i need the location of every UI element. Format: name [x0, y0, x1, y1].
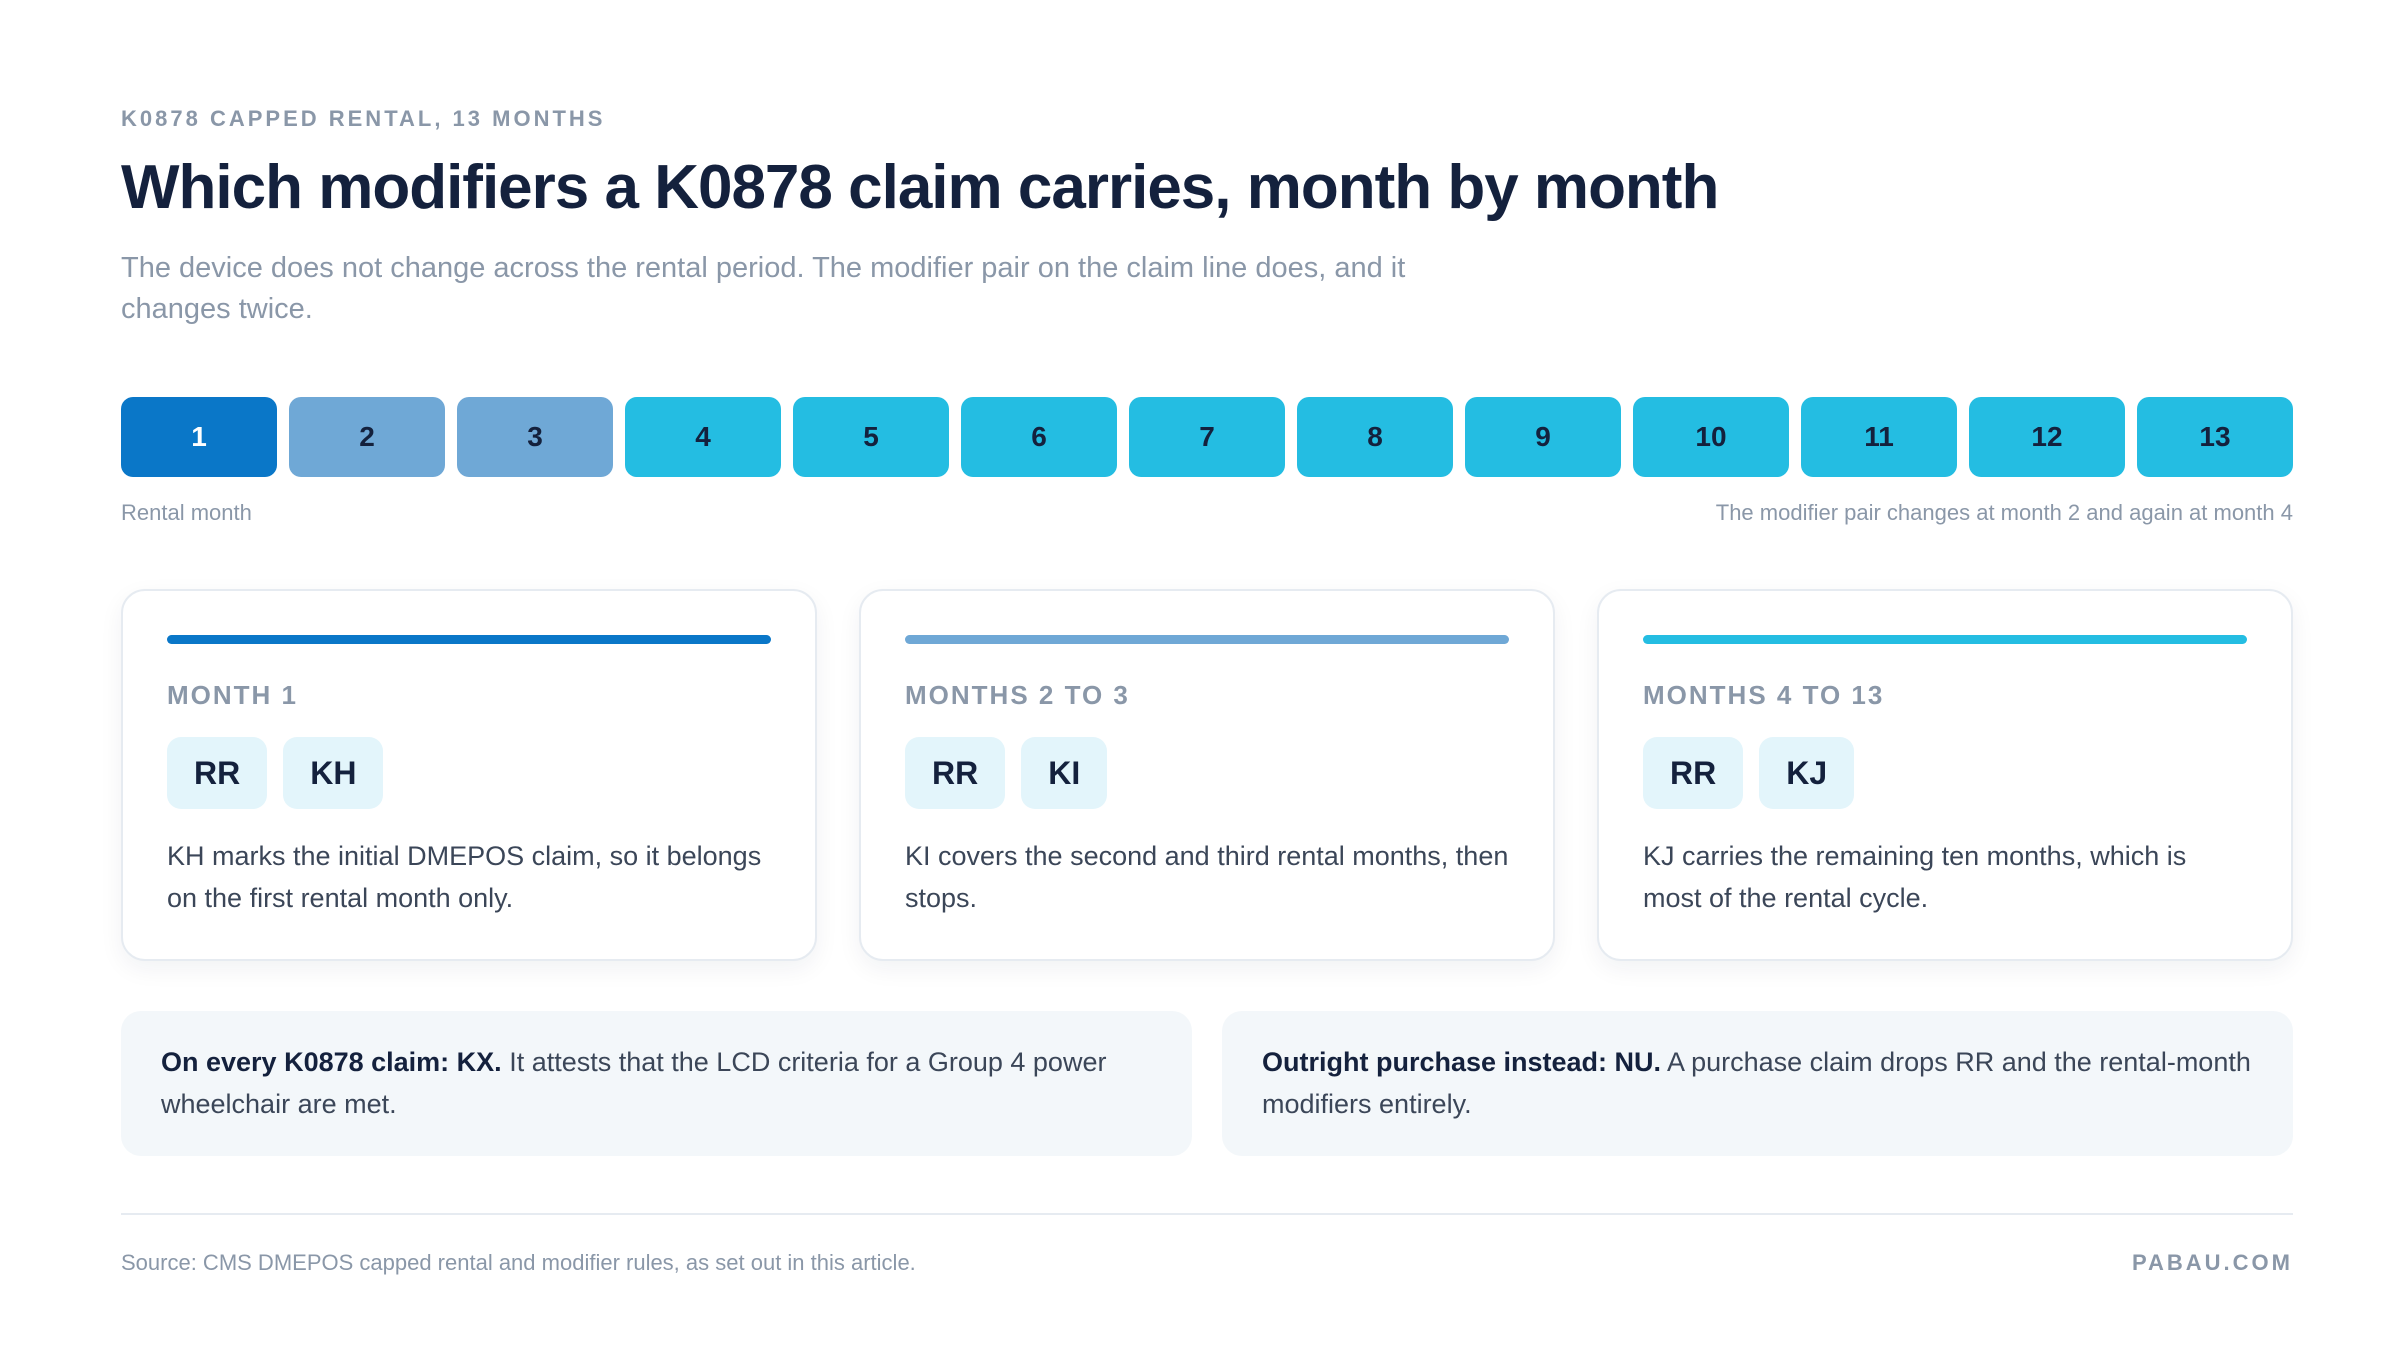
notes: On every K0878 claim: KX. It attests tha… — [121, 1011, 2293, 1156]
month-cell-11: 11 — [1801, 397, 1957, 477]
month-cell-5: 5 — [793, 397, 949, 477]
month-cell-4: 4 — [625, 397, 781, 477]
phase-label: MONTHS 4 TO 13 — [1643, 680, 1885, 710]
phase-color-bar — [167, 635, 771, 644]
month-cell-3: 3 — [457, 397, 613, 477]
phase-description: KI covers the second and third rental mo… — [905, 841, 1509, 913]
modifier-chip: RR — [905, 737, 1006, 809]
phase-description: KH marks the initial DMEPOS claim, so it… — [167, 841, 762, 913]
timeline-note: The modifier pair changes at month 2 and… — [1715, 500, 2293, 525]
month-cell-10: 10 — [1633, 397, 1789, 477]
note-kx: On every K0878 claim: KX. It attests tha… — [121, 1011, 1192, 1156]
month-timeline: 1 2 3 4 5 6 7 8 9 10 11 12 13 — [121, 397, 2293, 477]
note-text: A purchase claim drops RR and the rental… — [1262, 1047, 2251, 1119]
modifier-chip: RR — [167, 737, 268, 809]
note-heading: Outright purchase instead: NU. — [1262, 1047, 1662, 1077]
month-cell-1: 1 — [121, 397, 277, 477]
phase-card-months-4-13: MONTHS 4 TO 13 RR KJ KJ carries the rema… — [1597, 589, 2293, 961]
eyebrow: K0878 CAPPED RENTAL, 13 MONTHS — [121, 106, 606, 131]
axis-label: Rental month — [121, 500, 252, 525]
month-cell-2: 2 — [289, 397, 445, 477]
phase-color-bar — [1643, 635, 2247, 644]
modifier-chips: RR KI — [905, 737, 1509, 809]
month-cell-13: 13 — [2137, 397, 2293, 477]
phase-description: KJ carries the remaining ten months, whi… — [1643, 841, 2187, 913]
modifier-chip: KJ — [1759, 737, 1855, 809]
phase-card-months-2-3: MONTHS 2 TO 3 RR KI KI covers the second… — [859, 589, 1555, 961]
month-cell-9: 9 — [1465, 397, 1621, 477]
phase-color-bar — [905, 635, 1509, 644]
note-text: It attests that the LCD criteria for a G… — [161, 1047, 1107, 1119]
modifier-chips: RR KH — [167, 737, 771, 809]
phase-label: MONTHS 2 TO 3 — [905, 680, 1130, 710]
note-heading: On every K0878 claim: KX. — [161, 1047, 502, 1077]
source-note: Source: CMS DMEPOS capped rental and mod… — [121, 1250, 916, 1275]
modifier-chip: RR — [1643, 737, 1744, 809]
footer-divider — [121, 1213, 2293, 1215]
page-title: Which modifiers a K0878 claim carries, m… — [121, 153, 1719, 222]
phase-card-month-1: MONTH 1 RR KH KH marks the initial DMEPO… — [121, 589, 817, 961]
brand-wordmark: PABAU.COM — [2131, 1250, 2293, 1275]
month-cell-6: 6 — [961, 397, 1117, 477]
phase-cards: MONTH 1 RR KH KH marks the initial DMEPO… — [121, 589, 2293, 961]
note-nu: Outright purchase instead: NU. A purchas… — [1222, 1011, 2293, 1156]
modifier-chip: KI — [1021, 737, 1108, 809]
phase-label: MONTH 1 — [167, 680, 298, 710]
subtitle: The device does not change across the re… — [121, 252, 1406, 325]
month-cell-12: 12 — [1969, 397, 2125, 477]
modifier-chips: RR KJ — [1643, 737, 2247, 809]
month-cell-7: 7 — [1129, 397, 1285, 477]
modifier-chip: KH — [283, 737, 384, 809]
month-cell-8: 8 — [1297, 397, 1453, 477]
